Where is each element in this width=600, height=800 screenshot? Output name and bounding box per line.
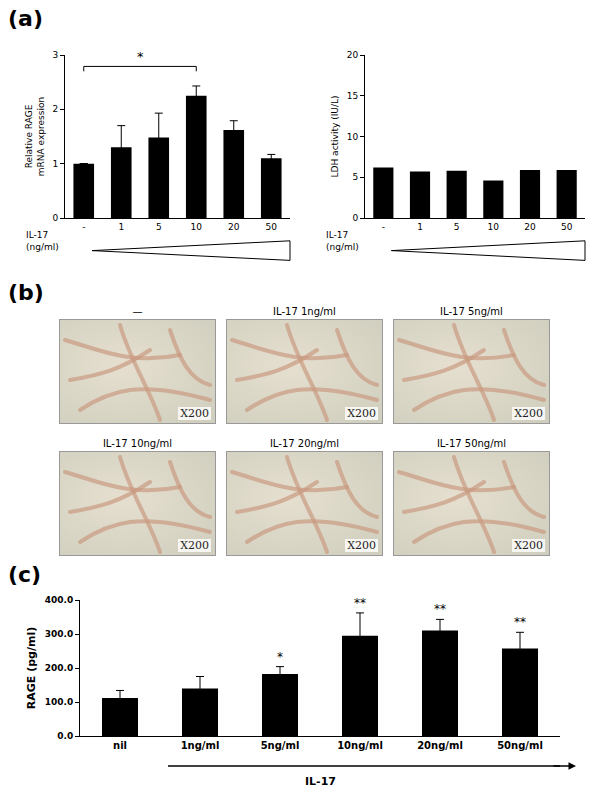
svg-text:400.0: 400.0	[45, 595, 73, 605]
svg-text:*: *	[277, 650, 283, 664]
html-text:(c): (c)	[8, 562, 42, 587]
svg-text:3: 3	[52, 50, 58, 60]
svg-text:IL-17(ng/ml): IL-17(ng/ml)	[26, 230, 59, 252]
svg-text:IL-17(ng/ml): IL-17(ng/ml)	[326, 230, 359, 252]
svg-text:15: 15	[347, 91, 358, 101]
svg-text:-: -	[82, 222, 85, 232]
svg-text:20: 20	[347, 50, 359, 60]
svg-text:10: 10	[488, 222, 500, 232]
html-text:(b): (b)	[8, 280, 44, 305]
svg-text:10: 10	[347, 132, 359, 142]
svg-text:2: 2	[52, 104, 58, 114]
html-text:X200: X200	[347, 407, 376, 420]
svg-text:50: 50	[561, 222, 573, 232]
svg-text:RAGE (pg/ml): RAGE (pg/ml)	[25, 627, 38, 709]
svg-text:**: **	[434, 602, 446, 616]
html-text:IL-17 20ng/ml: IL-17 20ng/ml	[269, 437, 340, 449]
svg-text:nil: nil	[113, 740, 127, 751]
svg-text:0: 0	[352, 213, 358, 223]
svg-text:**: **	[514, 615, 526, 629]
html-text:X200: X200	[514, 538, 543, 552]
svg-text:**: **	[354, 596, 366, 610]
svg-text:100.0: 100.0	[45, 697, 73, 707]
svg-text:LDH activity (IU/L): LDH activity (IU/L)	[330, 96, 340, 178]
svg-text:5: 5	[454, 222, 460, 232]
svg-text:10: 10	[191, 222, 203, 232]
svg-text:IL-17: IL-17	[305, 775, 336, 788]
svg-text:5ng/ml: 5ng/ml	[261, 740, 300, 751]
svg-text:20: 20	[524, 222, 536, 232]
svg-text:Relative RAGEmRNA expression: Relative RAGEmRNA expression	[24, 97, 46, 176]
svg-text:0: 0	[52, 213, 58, 223]
svg-text:-: -	[382, 222, 385, 232]
svg-text:5: 5	[352, 172, 358, 182]
svg-text:300.0: 300.0	[45, 629, 73, 639]
svg-text:1: 1	[118, 222, 124, 232]
svg-text:1: 1	[52, 159, 58, 169]
html-text:X200: X200	[514, 407, 543, 420]
svg-text:50ng/ml: 50ng/ml	[497, 740, 543, 751]
svg-text:20: 20	[228, 222, 240, 232]
html-text:IL-17 1ng/ml: IL-17 1ng/ml	[273, 306, 336, 317]
svg-text:*: *	[137, 49, 144, 64]
svg-text:1ng/ml: 1ng/ml	[181, 740, 220, 751]
html-text:X200: X200	[180, 407, 209, 420]
html-text:X200: X200	[180, 538, 209, 552]
svg-text:10ng/ml: 10ng/ml	[337, 740, 383, 751]
svg-text:50: 50	[266, 222, 278, 232]
html-text:IL-17 5ng/ml: IL-17 5ng/ml	[440, 306, 503, 317]
svg-text:20ng/ml: 20ng/ml	[417, 740, 463, 751]
html-text:IL-17 10ng/ml: IL-17 10ng/ml	[102, 437, 173, 449]
svg-text:200.0: 200.0	[45, 663, 73, 673]
html-text:X200: X200	[347, 538, 376, 552]
svg-text:5: 5	[156, 222, 162, 232]
html-text:IL-17 50ng/ml: IL-17 50ng/ml	[436, 437, 507, 449]
svg-text:1: 1	[417, 222, 423, 232]
svg-text:0.0: 0.0	[57, 731, 73, 741]
html-text:(a): (a)	[8, 6, 43, 31]
